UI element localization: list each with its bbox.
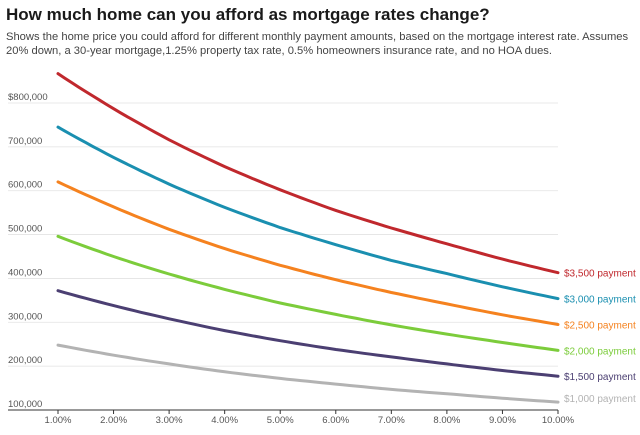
x-tick-label: 10.00% bbox=[542, 415, 575, 426]
gridlines bbox=[8, 102, 558, 411]
data-point bbox=[445, 333, 448, 336]
data-point bbox=[168, 228, 171, 231]
data-point bbox=[112, 255, 115, 258]
data-point bbox=[112, 354, 115, 357]
data-point bbox=[279, 264, 282, 267]
series-line-3-000-payment bbox=[56, 125, 560, 301]
series-end-labels: $3,500 payment $3,000 payment $2,500 payme… bbox=[564, 269, 636, 405]
data-point bbox=[56, 180, 59, 183]
data-point bbox=[334, 243, 337, 246]
data-point bbox=[445, 392, 448, 395]
x-tick-label: 3.00% bbox=[156, 415, 183, 426]
data-point bbox=[556, 401, 559, 404]
data-point bbox=[556, 323, 559, 326]
data-point bbox=[390, 323, 393, 326]
data-point bbox=[56, 289, 59, 292]
data-point bbox=[334, 313, 337, 316]
series-line-1-500-payment bbox=[56, 289, 560, 378]
x-tick-label: 8.00% bbox=[433, 415, 460, 426]
y-tick-label: 200,000 bbox=[8, 355, 42, 366]
y-tick-label: 300,000 bbox=[8, 311, 42, 322]
data-point bbox=[390, 355, 393, 358]
data-point bbox=[168, 362, 171, 365]
y-tick-label: 400,000 bbox=[8, 267, 42, 278]
data-point bbox=[445, 362, 448, 365]
data-point bbox=[556, 271, 559, 274]
data-point bbox=[168, 183, 171, 186]
data-point bbox=[501, 258, 504, 261]
data-point bbox=[223, 370, 226, 373]
data-point bbox=[279, 226, 282, 229]
data-point bbox=[445, 302, 448, 305]
data-point bbox=[223, 247, 226, 250]
data-point bbox=[279, 339, 282, 342]
data-point bbox=[168, 317, 171, 320]
series-lines bbox=[56, 72, 560, 404]
data-point bbox=[501, 397, 504, 400]
x-tick-label: 4.00% bbox=[211, 415, 238, 426]
x-tick-label: 5.00% bbox=[267, 415, 294, 426]
chart-subtitle: Shows the home price you could afford fo… bbox=[6, 31, 629, 57]
data-point bbox=[56, 126, 59, 129]
data-point bbox=[334, 278, 337, 281]
data-point bbox=[56, 343, 59, 346]
series-label-1-000-payment: $1,000 payment bbox=[564, 394, 636, 405]
data-point bbox=[390, 388, 393, 391]
series-line-1-000-payment bbox=[56, 343, 560, 404]
data-point bbox=[390, 291, 393, 294]
series-line-2-000-payment bbox=[56, 234, 560, 352]
data-point bbox=[56, 235, 59, 238]
data-point bbox=[501, 369, 504, 372]
data-point bbox=[501, 285, 504, 288]
data-point bbox=[223, 206, 226, 209]
data-point bbox=[112, 107, 115, 110]
data-point bbox=[556, 349, 559, 352]
series-label-3-500-payment: $3,500 payment bbox=[564, 269, 636, 280]
x-tick-label: 1.00% bbox=[45, 415, 72, 426]
y-axis-ticks: 100,000 200,000 300,000 400,000 500,000 600,0… bbox=[8, 92, 48, 410]
y-tick-label: $800,000 bbox=[8, 92, 48, 103]
data-point bbox=[390, 259, 393, 262]
x-tick-label: 9.00% bbox=[489, 415, 516, 426]
data-point bbox=[223, 165, 226, 168]
y-tick-label: 600,000 bbox=[8, 180, 42, 191]
y-tick-label: 100,000 bbox=[8, 399, 42, 410]
data-point bbox=[501, 313, 504, 316]
data-point bbox=[501, 341, 504, 344]
data-point bbox=[445, 242, 448, 245]
data-point bbox=[112, 304, 115, 307]
series-line-2-500-payment bbox=[56, 180, 560, 326]
x-tick-label: 6.00% bbox=[322, 415, 349, 426]
x-axis-ticks: 1.00% 2.00% 3.00% 4.00% 5.00% 6.00% 7.00% 8.00%… bbox=[45, 410, 575, 426]
x-tick-label: 2.00% bbox=[100, 415, 127, 426]
data-point bbox=[279, 377, 282, 380]
series-label-2-000-payment: $2,000 payment bbox=[564, 346, 636, 357]
x-tick-label: 7.00% bbox=[378, 415, 405, 426]
chart-title: How much home can you afford as mortgage… bbox=[6, 5, 490, 24]
data-point bbox=[279, 301, 282, 304]
data-point bbox=[168, 138, 171, 141]
y-tick-label: 500,000 bbox=[8, 224, 42, 235]
series-line-3-500-payment bbox=[56, 72, 560, 275]
data-point bbox=[223, 329, 226, 332]
data-point bbox=[112, 205, 115, 208]
data-point bbox=[279, 188, 282, 191]
series-label-1-500-payment: $1,500 payment bbox=[564, 372, 636, 383]
data-point bbox=[334, 348, 337, 351]
data-point bbox=[390, 226, 393, 229]
series-label-2-500-payment: $2,500 payment bbox=[564, 320, 636, 331]
data-point bbox=[56, 72, 59, 75]
data-point bbox=[168, 272, 171, 275]
data-point bbox=[445, 272, 448, 275]
data-point bbox=[334, 209, 337, 212]
series-label-3-000-payment: $3,000 payment bbox=[564, 295, 636, 306]
data-point bbox=[334, 383, 337, 386]
data-point bbox=[223, 288, 226, 291]
data-point bbox=[556, 297, 559, 300]
data-point bbox=[556, 375, 559, 378]
data-point bbox=[112, 156, 115, 159]
y-tick-label: 700,000 bbox=[8, 136, 42, 147]
